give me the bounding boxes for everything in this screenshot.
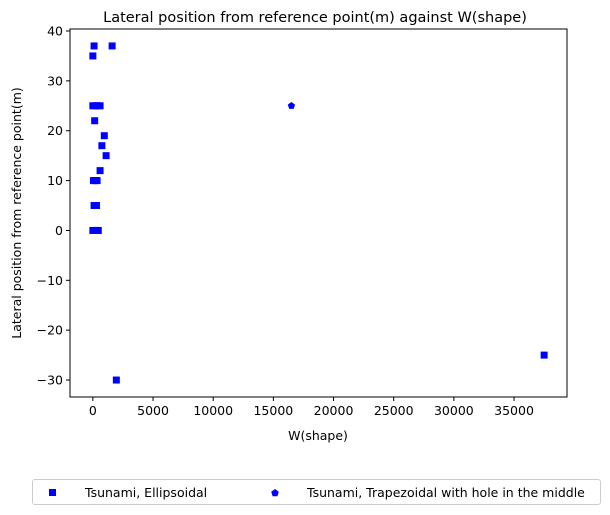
y-tick-label: 30 (47, 73, 63, 88)
legend-label-trapezoidal: Tsunami, Trapezoidal with hole in the mi… (307, 485, 585, 500)
data-point-square (108, 42, 116, 50)
chart-title: Lateral position from reference point(m)… (103, 10, 527, 26)
x-tick-label: 0 (89, 403, 97, 418)
x-tick-label: 20000 (314, 403, 354, 418)
legend: Tsunami, Ellipsoidal Tsunami, Trapezoida… (32, 479, 601, 505)
data-point-square (92, 202, 100, 210)
y-tick-label: 40 (47, 23, 63, 38)
data-point-square (96, 102, 104, 110)
data-point-square (96, 167, 104, 175)
data-point-pentagon (287, 101, 296, 109)
legend-label-ellipsoidal: Tsunami, Ellipsoidal (85, 485, 208, 500)
y-tick-label: 0 (55, 223, 63, 238)
y-tick-label: −30 (37, 373, 63, 388)
plot-area (69, 28, 568, 398)
y-axis: −30 −20 −10 0 10 20 30 40 (37, 23, 70, 388)
x-tick-label: 35000 (494, 403, 534, 418)
square-marker-icon (49, 489, 56, 496)
x-tick-label: 15000 (253, 403, 293, 418)
data-point-square (90, 42, 98, 50)
y-tick-label: 20 (47, 123, 63, 138)
data-point-square (91, 117, 99, 125)
data-point-square (102, 152, 110, 160)
x-tick-label: 10000 (193, 403, 233, 418)
data-point-square (94, 226, 102, 234)
x-axis-label: W(shape) (288, 428, 348, 443)
x-tick-label: 30000 (434, 403, 474, 418)
data-point-square (89, 52, 97, 60)
x-tick-label: 5000 (137, 403, 169, 418)
y-tick-label: −10 (37, 273, 63, 288)
pentagon-marker-icon (271, 489, 279, 497)
data-point-square (540, 351, 548, 359)
x-tick-label: 25000 (374, 403, 414, 418)
x-axis: 0 5000 10000 15000 20000 25000 30000 35000 (89, 397, 534, 418)
data-point-square (100, 132, 108, 140)
y-tick-label: −20 (37, 323, 63, 338)
y-axis-label: Lateral position from reference point(m) (9, 87, 24, 338)
y-tick-label: 10 (47, 173, 63, 188)
data-point-square (93, 177, 101, 185)
data-point-square (98, 142, 106, 150)
data-points (89, 42, 548, 384)
data-point-square (112, 376, 120, 384)
